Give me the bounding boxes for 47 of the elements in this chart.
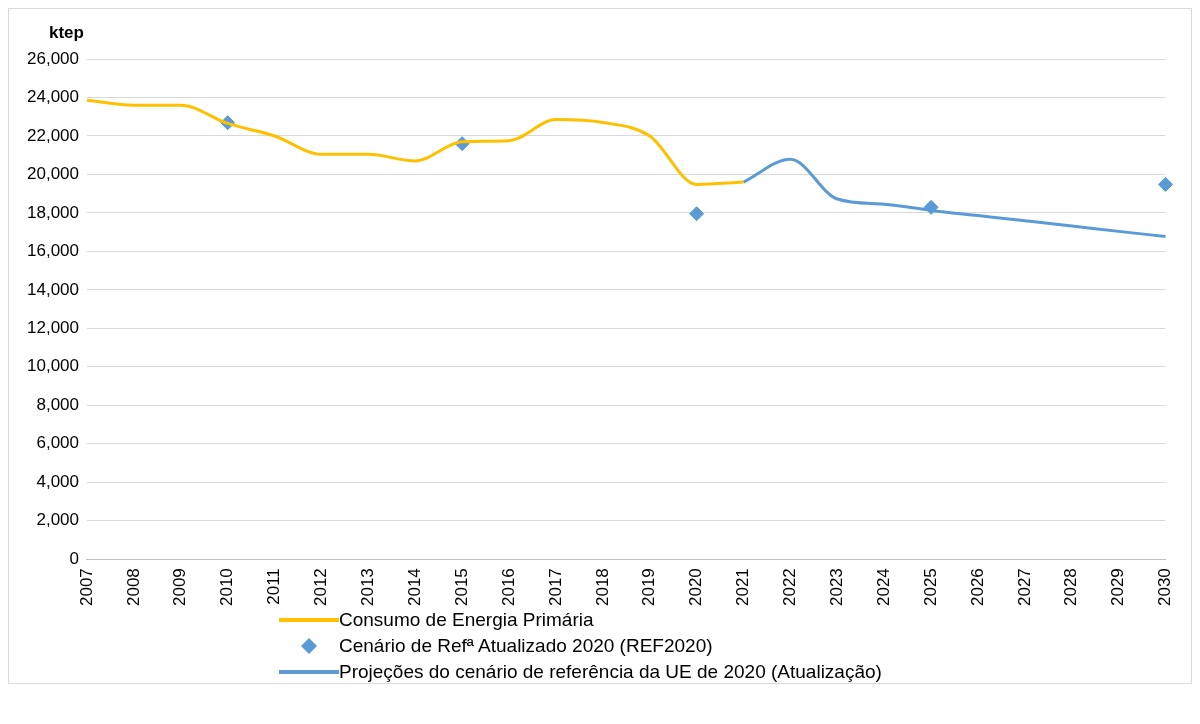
y-tick-label: 24,000 bbox=[27, 87, 79, 107]
x-tick-label: 2027 bbox=[1014, 568, 1034, 607]
x-tick-label: 2009 bbox=[170, 568, 190, 607]
y-tick-label: 0 bbox=[69, 548, 79, 568]
point bbox=[689, 206, 705, 222]
y-tick-label: 14,000 bbox=[27, 279, 79, 299]
legend-label: Cenário de Refª Atualizado 2020 (REF2020) bbox=[339, 635, 713, 657]
x-tick-label: 2029 bbox=[1108, 568, 1128, 607]
line-series bbox=[85, 98, 746, 186]
x-tick-label: 2016 bbox=[498, 568, 518, 607]
legend-label: Projeções do cenário de referência da UE de 2020 (Atualização) bbox=[339, 661, 882, 683]
x-tick-label: 2007 bbox=[76, 568, 96, 607]
y-tick-label: 26,000 bbox=[27, 48, 79, 68]
x-tick-label: 2015 bbox=[451, 568, 471, 607]
x-tick-label: 2024 bbox=[873, 568, 893, 607]
x-tick-label: 2023 bbox=[827, 568, 847, 607]
x-tick-label: 2022 bbox=[780, 568, 800, 607]
y-tick-label: 2,000 bbox=[36, 510, 79, 530]
x-tick-label: 2028 bbox=[1061, 568, 1081, 607]
y-tick-label: 16,000 bbox=[27, 241, 79, 261]
point bbox=[923, 199, 939, 215]
x-tick-label: 2011 bbox=[264, 568, 284, 605]
x-tick-label: 2030 bbox=[1155, 568, 1175, 607]
y-tick-label: 18,000 bbox=[27, 202, 79, 222]
x-tick-label: 2021 bbox=[733, 568, 753, 607]
y-axis-title: ktep bbox=[49, 22, 84, 42]
x-tick-label: 2017 bbox=[545, 568, 565, 607]
line-series bbox=[742, 157, 1168, 239]
x-tick-label: 2012 bbox=[311, 568, 331, 607]
x-tick-label: 2026 bbox=[967, 568, 987, 607]
y-tick-label: 10,000 bbox=[27, 356, 79, 376]
legend-label: Consumo de Energia Primária bbox=[339, 609, 594, 631]
x-tick-label: 2010 bbox=[217, 568, 237, 607]
y-tick-label: 6,000 bbox=[36, 433, 79, 453]
x-tick-label: 2025 bbox=[920, 568, 940, 607]
x-tick-label: 2019 bbox=[639, 568, 659, 607]
x-tick-label: 2020 bbox=[686, 568, 706, 607]
point bbox=[1158, 176, 1174, 192]
x-tick-label: 2008 bbox=[123, 568, 143, 607]
x-tick-label: 2013 bbox=[358, 568, 378, 607]
y-tick-label: 4,000 bbox=[36, 471, 79, 491]
x-tick-label: 2018 bbox=[592, 568, 612, 607]
x-tick-label: 2014 bbox=[404, 568, 424, 607]
y-tick-label: 22,000 bbox=[27, 125, 79, 145]
y-tick-label: 8,000 bbox=[36, 394, 79, 414]
y-tick-label: 12,000 bbox=[27, 318, 79, 338]
y-tick-label: 20,000 bbox=[27, 164, 79, 184]
